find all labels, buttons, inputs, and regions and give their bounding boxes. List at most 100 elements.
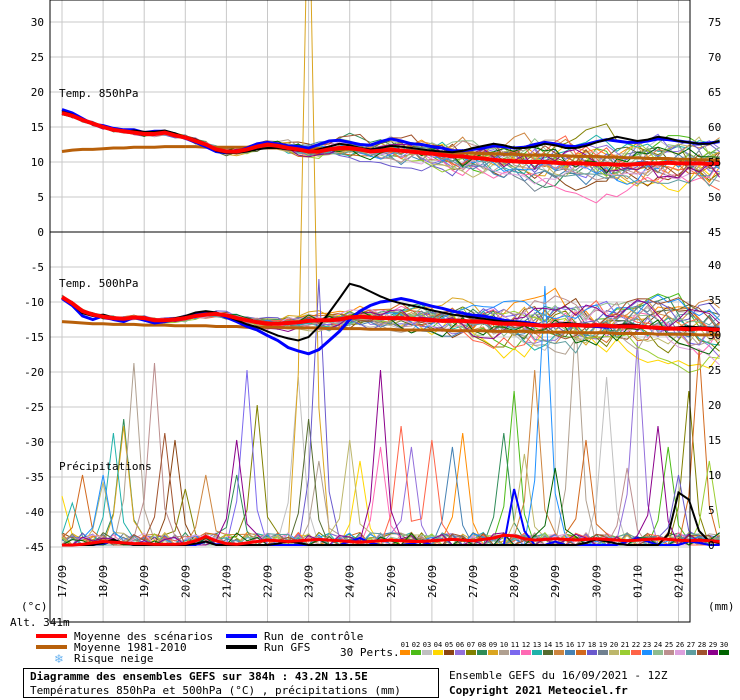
x-tick-label: 21/09 [220,565,233,598]
legend-label-control: Run de contrôle [264,630,363,643]
footer-credits: Ensemble GEFS du 16/09/2021 - 12Z Copyri… [449,669,739,699]
pert-legend-swatch [642,650,652,655]
footer-title-box: Diagramme des ensembles GEFS sur 384h : … [23,668,439,698]
legend-label-gfs: Run GFS [264,641,310,654]
pert-legend-swatch [510,650,520,655]
x-tick-label: 19/09 [138,565,151,598]
pert-legend-swatch [477,650,487,655]
panel-label-t500: Temp. 500hPa [59,277,138,290]
pert-legend-number: 27 [687,641,695,649]
pert-legend-swatch [620,650,630,655]
pert-legend-swatch [433,650,443,655]
y-tick-left: -30 [24,436,44,449]
y-tick-right-t850: 50 [708,191,721,204]
footer-run: Ensemble GEFS du 16/09/2021 - 12Z [449,669,668,682]
pert-legend-number: 05 [445,641,453,649]
y-tick-left: -25 [24,401,44,414]
y-tick-left: 20 [31,86,44,99]
y-tick-right: 10 [708,469,721,482]
pert-legend-swatch [532,650,542,655]
x-tick-label: 25/09 [385,565,398,598]
pert-legend-number: 07 [467,641,475,649]
t500-normal-line [61,320,720,337]
pert-legend-swatch [554,650,564,655]
plot-frame [49,0,691,623]
pert-legend-swatch [587,650,597,655]
footer-copyright: Copyright 2021 Meteociel.fr [449,684,628,697]
pert-legend-swatch [488,650,498,655]
y-tick-left: -10 [24,296,44,309]
y-tick-right-t850: 45 [708,226,721,239]
x-tick-label: 17/09 [56,565,69,598]
y-tick-right: 40 [708,259,721,272]
t500-mean-line [60,295,720,332]
perturbation-legend: 01 02 03 04 05 06 07 08 09 10 11 12 13 14 15 16 17 18 19 20… [400,641,729,655]
x-tick-label: 02/10 [673,565,686,598]
pert-legend-swatch [708,650,718,655]
snowflake-icon: ❄ [54,652,64,666]
pert-legend-swatch [422,650,432,655]
t850-mean-line [61,111,720,167]
pert-legend-swatch [631,650,641,655]
y-tick-left: 5 [37,191,44,204]
pert-legend-number: 13 [533,641,541,649]
pert-legend-number: 04 [434,641,442,649]
x-tick-label: 22/09 [262,565,275,598]
y-tick-right-t850: 60 [708,121,721,134]
y-tick-left: -5 [31,261,44,274]
y-tick-right: 35 [708,294,721,307]
x-tick-label: 29/09 [549,565,562,598]
x-tick-label: 26/09 [426,565,439,598]
pert-legend-swatch [686,650,696,655]
pert-legend-number: 29 [709,641,717,649]
y-tick-left: 0 [37,226,44,239]
x-tick-label: 01/10 [631,565,644,598]
y-tick-left: -40 [24,506,44,519]
pert-legend-number: 30 [720,641,728,649]
legend-swatch-control [226,634,257,638]
y-tick-right: 15 [708,434,721,447]
x-tick-label: 30/09 [590,565,603,598]
pert-legend-number: 22 [632,641,640,649]
y-tick-left: 15 [31,121,44,134]
x-tick-label: 18/09 [97,565,110,598]
pert-legend-swatch [598,650,608,655]
pert-legend-swatch [719,650,729,655]
y-tick-left: 10 [31,156,44,169]
pert-legend-swatch [499,650,509,655]
pert-legend-number: 21 [621,641,629,649]
pert-legend-number: 28 [698,641,706,649]
y-axis-labels: 302520151050-5-10-15-20-25-30-35-40-4575… [24,16,721,554]
pert-legend-swatch [543,650,553,655]
pert-legend-swatch [697,650,707,655]
pert-legend-number: 15 [555,641,563,649]
left-unit-label: (°c) [21,600,48,613]
y-tick-right: 0 [708,539,715,552]
pert-legend-number: 23 [643,641,651,649]
legend-swatch-gfs [226,645,257,649]
pert-legend-number: 17 [577,641,585,649]
y-tick-right-t850: 75 [708,16,721,29]
pert-legend-number: 14 [544,641,552,649]
x-tick-label: 27/09 [467,565,480,598]
y-tick-right: 5 [708,504,715,517]
pert-legend-swatch [411,650,421,655]
legend-label-normal: Moyenne 1981-2010 [74,641,187,654]
pert-legend-swatch [455,650,465,655]
pert-legend-swatch [521,650,531,655]
y-tick-left: -15 [24,331,44,344]
legend-swatch-normal [36,645,67,649]
pert-legend-swatch [653,650,663,655]
pert-legend-number: 18 [588,641,596,649]
legend-label-mean: Moyenne des scénarios [74,630,213,643]
pert-legend-swatch [576,650,586,655]
pert-legend-number: 03 [423,641,431,649]
y-tick-left: 30 [31,16,44,29]
pert-legend-number: 26 [676,641,684,649]
right-unit-label: (mm) [708,600,735,613]
main-lines [60,108,720,547]
y-tick-right-t850: 70 [708,51,721,64]
x-tick-label: 20/09 [179,565,192,598]
pert-legend-number: 10 [500,641,508,649]
pert-legend-number: 08 [478,641,486,649]
